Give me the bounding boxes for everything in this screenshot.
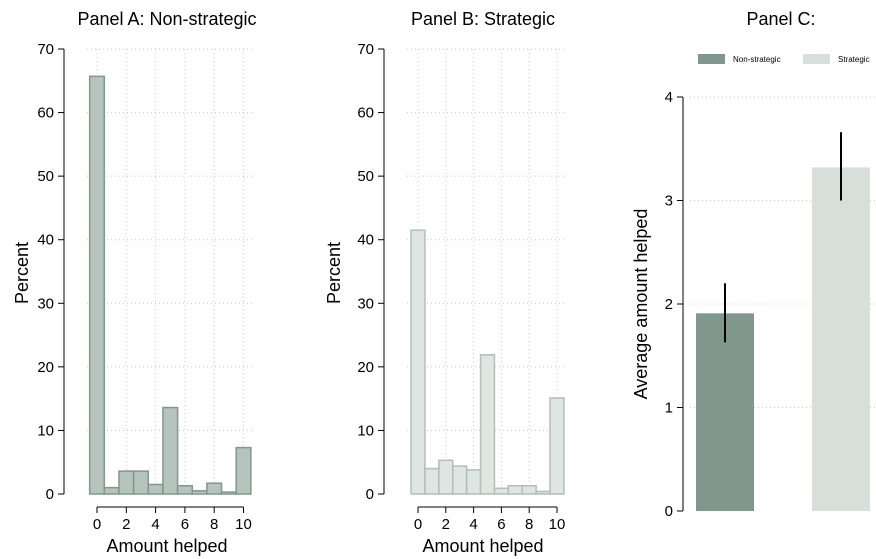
panel-b-bar (549, 397, 565, 495)
panel-b-y-tick-label: 10 (357, 422, 374, 439)
panel-a-x-label: Amount helped (106, 536, 227, 556)
panel-a-title: Panel A: Non-strategic (77, 9, 256, 29)
panel-c-bar-non-strategic (696, 313, 754, 511)
panel-a-bar (162, 406, 179, 495)
panel-c: Panel C: Non-strategic Strategic Average… (631, 9, 876, 520)
panel-a-x-tick-label: 2 (122, 516, 130, 533)
panel-b-y-tick-label: 60 (357, 105, 374, 122)
panel-b-title: Panel B: Strategic (411, 9, 555, 29)
panel-a-y-tick-label: 60 (37, 105, 54, 122)
legend-label-non-strategic: Non-strategic (733, 55, 781, 64)
panel-b-bar (521, 484, 537, 495)
panel-a-y-tick-label: 10 (37, 422, 54, 439)
panel-c-y-tick-label: 2 (665, 296, 673, 313)
panel-a-y-tick-label: 40 (37, 232, 54, 249)
panel-b-x-tick-label: 4 (469, 516, 477, 533)
panel-b-y-tick-label: 40 (357, 232, 374, 249)
panel-a-y-tick-label: 0 (46, 486, 54, 503)
panel-b-bar (438, 459, 454, 495)
panel-b-x-tick-label: 2 (442, 516, 450, 533)
panel-b-y-tick-label: 50 (357, 168, 374, 185)
panel-a-bar (88, 75, 106, 495)
panel-a-bar (191, 490, 208, 495)
panel-a-bar (118, 470, 135, 495)
panel-b-bar (465, 469, 482, 495)
panel-a-y-tick-label: 20 (37, 359, 54, 376)
panel-b-bar (424, 467, 440, 495)
panel-c-grid (690, 96, 876, 408)
panel-b-y-tick-label: 20 (357, 359, 374, 376)
panel-c-title: Panel C: (746, 9, 815, 29)
panel-b-bar (452, 465, 468, 495)
panel-a-y-label: Percent (12, 242, 32, 304)
panel-b-bar (410, 229, 426, 495)
panel-a-bar (206, 482, 223, 495)
panel-b-x-tick-label: 0 (414, 516, 422, 533)
panel-a-bar (220, 491, 237, 495)
panel-b-bar (535, 490, 551, 495)
panel-a-bar (176, 484, 193, 495)
panel-b-axes: 0 10 20 30 40 50 60 70 0 2 4 6 8 10 (357, 41, 565, 533)
panel-a-x-tick-label: 10 (235, 516, 252, 533)
panel-b-bar (493, 487, 510, 495)
panel-c-bars (696, 132, 870, 511)
panel-a-x-tick-label: 0 (93, 516, 101, 533)
panel-b-y-label: Percent (324, 242, 344, 304)
panel-a-x-tick-label: 6 (181, 516, 189, 533)
panel-c-bar-strategic (812, 167, 870, 511)
panel-c-y-label: Average amount helped (631, 209, 651, 400)
panel-c-y-tick-label: 1 (665, 400, 673, 417)
panel-b-bar (507, 484, 524, 495)
panel-a-bar (235, 446, 252, 495)
panel-a-bar (147, 483, 164, 495)
panel-a-axes: 0 10 20 30 40 50 60 70 0 2 4 6 8 10 (37, 41, 252, 533)
panel-b-y-tick-label: 0 (366, 486, 374, 503)
legend-label-strategic: Strategic (838, 55, 870, 64)
panel-a: Panel A: Non-strategic Percent Amount he… (12, 9, 257, 556)
panel-a-y-tick-label: 70 (37, 41, 54, 58)
panel-a-bars (88, 75, 252, 495)
panel-a-bar (103, 486, 120, 495)
panel-c-y-tick-label: 4 (665, 89, 673, 106)
panel-a-bar (132, 470, 150, 495)
panel-c-y-tick-label: 0 (665, 503, 673, 520)
panel-c-legend: Non-strategic Strategic (698, 54, 870, 64)
legend-swatch-strategic (803, 54, 830, 64)
panel-a-y-tick-label: 50 (37, 168, 54, 185)
panel-b-bars (410, 229, 565, 495)
panel-a-y-tick-label: 30 (37, 295, 54, 312)
panel-b-y-tick-label: 70 (357, 41, 374, 58)
panel-a-x-tick-label: 8 (210, 516, 218, 533)
panel-b-y-tick-label: 30 (357, 295, 374, 312)
panel-b: Panel B: Strategic Percent Amount helped… (324, 9, 567, 556)
panel-a-x-tick-label: 4 (151, 516, 159, 533)
legend-swatch-non-strategic (698, 54, 725, 64)
panel-b-x-tick-label: 8 (525, 516, 533, 533)
panel-b-bar (479, 354, 496, 495)
panel-c-y-tick-label: 3 (665, 193, 673, 210)
panel-b-x-tick-label: 6 (497, 516, 505, 533)
panel-b-x-label: Amount helped (422, 536, 543, 556)
panel-b-x-tick-label: 10 (549, 516, 566, 533)
panel-c-axes: 0 1 2 3 4 (665, 89, 684, 520)
